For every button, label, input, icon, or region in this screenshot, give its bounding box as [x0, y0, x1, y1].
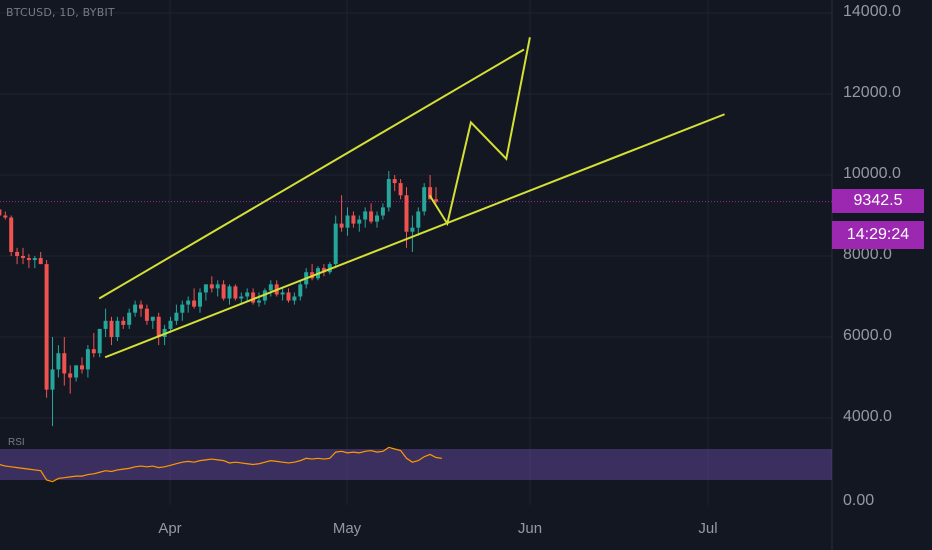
- candle-body: [38, 258, 43, 265]
- candle-body: [109, 320, 114, 337]
- rsi-panel: [0, 446, 832, 483]
- candle-body: [239, 296, 244, 299]
- candle-body: [363, 211, 368, 220]
- y-tick-label: 14000.0: [843, 3, 901, 20]
- candle-body: [0, 209, 2, 216]
- candle-body: [369, 211, 374, 222]
- candle-body: [227, 286, 232, 299]
- y-tick-label: 8000.0: [843, 246, 892, 263]
- bar-countdown-badge: 14:29:24: [832, 221, 924, 249]
- candle-body: [286, 292, 291, 301]
- candle-body: [198, 292, 202, 307]
- candle-body: [74, 365, 79, 378]
- candle-body: [168, 320, 173, 329]
- candle-body: [80, 365, 84, 370]
- candle-body: [333, 223, 338, 265]
- candle-body: [91, 349, 96, 354]
- candle-body: [144, 308, 149, 321]
- candle-body: [139, 304, 143, 309]
- channel-upper-line: [98, 48, 525, 300]
- candle-body: [21, 256, 25, 259]
- candle-body: [174, 312, 179, 321]
- candle-body: [121, 320, 126, 325]
- candle-body: [44, 264, 49, 390]
- candle-body: [357, 219, 362, 224]
- candle-body: [345, 215, 350, 228]
- rsi-band: [0, 449, 832, 480]
- x-tick-label: May: [332, 520, 362, 537]
- candle-body: [150, 316, 155, 321]
- last-price-badge: 9342.5: [832, 189, 924, 213]
- candle-body: [9, 217, 14, 252]
- candle-body: [3, 215, 8, 218]
- channel-lower-line: [104, 113, 725, 359]
- candle-body: [62, 353, 67, 374]
- x-tick-label: Jul: [698, 520, 718, 537]
- candle-body: [127, 312, 132, 325]
- candle-body: [404, 195, 409, 232]
- candle-body: [410, 227, 415, 232]
- candlestick-series: [0, 170, 438, 427]
- y-tick-label: 10000.0: [843, 165, 901, 182]
- candle-body: [32, 258, 37, 261]
- candle-body: [321, 268, 326, 273]
- rsi-scale-tick: 0.00: [843, 492, 875, 509]
- candle-body: [339, 223, 344, 228]
- candle-body: [103, 320, 108, 329]
- candle-body: [68, 373, 73, 378]
- candle-body: [56, 353, 61, 370]
- y-tick-label: 6000.0: [843, 327, 892, 344]
- candle-body: [97, 328, 102, 354]
- candle-body: [15, 251, 20, 256]
- candle-body: [434, 199, 438, 202]
- candle-body: [257, 300, 261, 303]
- candle-body: [398, 183, 403, 196]
- candle-body: [50, 369, 55, 390]
- candle-body: [115, 320, 120, 337]
- candle-body: [192, 300, 197, 307]
- candle-body: [280, 292, 285, 295]
- trend-drawings[interactable]: [98, 37, 725, 359]
- candle-body: [186, 300, 191, 305]
- candle-body: [233, 286, 238, 299]
- candle-body: [209, 284, 214, 289]
- candle-body: [156, 316, 161, 337]
- candle-body: [380, 207, 385, 216]
- candle-body: [292, 296, 297, 301]
- candle-body: [351, 215, 356, 224]
- chart-grid: [0, 0, 833, 550]
- candle-body: [133, 304, 138, 313]
- candle-body: [386, 179, 391, 208]
- candle-body: [268, 284, 273, 291]
- candle-body: [85, 349, 90, 370]
- projection-path: [428, 37, 531, 227]
- candle-body: [251, 292, 256, 303]
- candle-body: [392, 179, 397, 184]
- candle-body: [298, 284, 303, 297]
- candle-body: [245, 292, 250, 297]
- y-tick-label: 4000.0: [843, 408, 892, 425]
- candle-body: [203, 284, 208, 293]
- y-tick-label: 12000.0: [843, 84, 901, 101]
- candle-body: [375, 215, 379, 222]
- symbol-label: BTCUSD, 1D, BYBIT: [6, 6, 115, 19]
- x-tick-label: Jun: [517, 520, 543, 537]
- x-tick-label: Apr: [158, 520, 182, 537]
- rsi-label: RSI: [8, 437, 25, 448]
- candle-body: [422, 187, 427, 212]
- candle-body: [26, 258, 31, 261]
- candle-body: [428, 187, 433, 200]
- rsi-line: [0, 446, 442, 483]
- candle-body: [215, 284, 220, 289]
- candle-body: [180, 304, 185, 313]
- candle-body: [416, 211, 421, 228]
- candle-body: [221, 284, 226, 299]
